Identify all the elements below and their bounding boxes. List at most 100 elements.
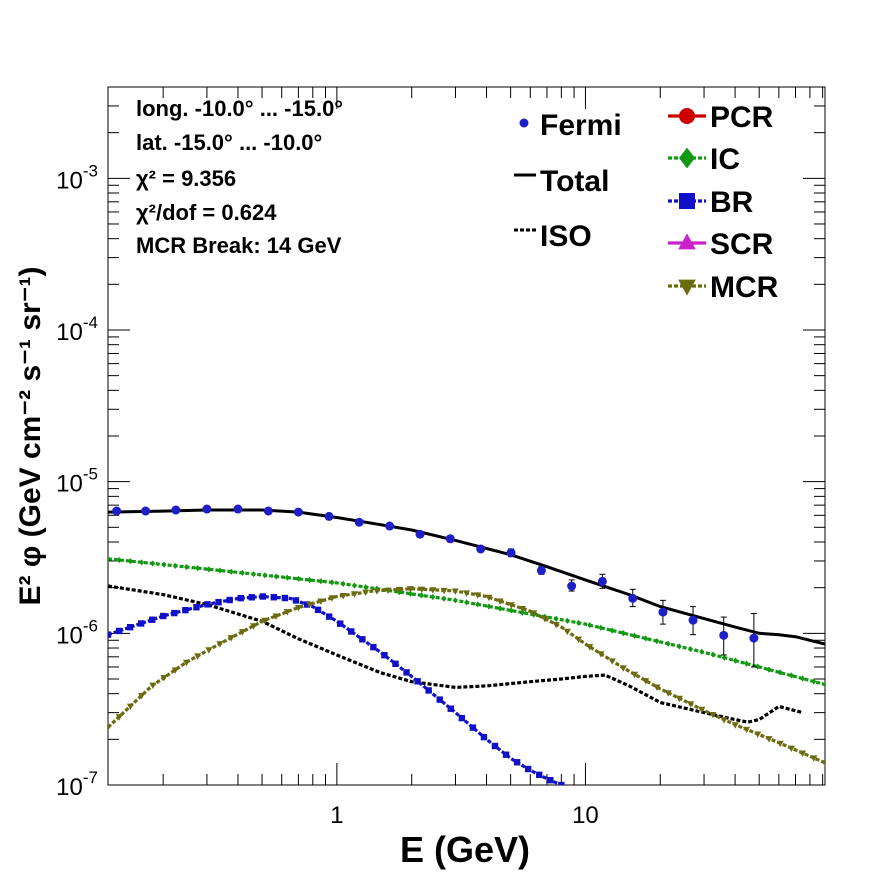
marker-mcr: [250, 623, 258, 630]
marker-ic: [777, 669, 783, 676]
marker-mcr: [138, 692, 146, 700]
fermi-point: [171, 505, 181, 515]
marker-mcr: [194, 653, 202, 660]
marker-br: [458, 714, 466, 722]
marker-ic: [822, 681, 825, 688]
marker-ic: [744, 660, 749, 667]
marker-ic: [811, 678, 817, 685]
marker-mcr: [216, 641, 224, 648]
marker-ic: [172, 562, 178, 569]
legend-label: SCR: [710, 228, 774, 261]
marker-mcr: [664, 690, 672, 697]
marker-ic: [318, 578, 324, 585]
legend-label: Fermi: [540, 109, 622, 142]
marker-ic: [329, 579, 335, 586]
marker-mcr: [339, 592, 347, 600]
marker-mcr: [731, 722, 739, 729]
marker-br: [536, 771, 543, 779]
marker-mcr: [328, 595, 336, 602]
marker-mcr: [350, 591, 358, 598]
marker-br: [248, 594, 255, 601]
marker-ic: [486, 603, 492, 610]
marker-mcr: [205, 647, 213, 654]
curve-iso: [108, 584, 804, 724]
marker-ic: [800, 675, 805, 682]
marker-mcr: [108, 724, 112, 732]
marker-mcr: [171, 667, 179, 674]
marker-br: [204, 601, 211, 608]
marker-mcr: [575, 636, 583, 644]
marker-mcr: [317, 598, 325, 605]
marker-mcr: [799, 750, 807, 757]
marker-ic: [676, 643, 682, 650]
marker-br: [547, 776, 554, 784]
marker-mcr: [518, 605, 527, 613]
marker-ic: [520, 609, 525, 616]
info-longitude: long. -10.0° ... -15.0°: [136, 96, 343, 121]
marker-mcr: [608, 658, 616, 665]
marker-br: [403, 669, 410, 676]
marker-mcr: [406, 586, 415, 593]
marker-ic: [128, 558, 133, 565]
marker-ic: [340, 580, 346, 587]
marker-ic: [139, 559, 145, 566]
marker-mcr: [563, 628, 571, 636]
marker-mcr: [474, 592, 482, 599]
legend-marker-scr: [678, 233, 696, 250]
marker-mcr: [429, 587, 437, 594]
marker-mcr: [395, 586, 403, 594]
marker-br: [126, 623, 134, 631]
fermi-points: [112, 504, 759, 668]
fermi-point: [202, 504, 212, 514]
marker-ic: [609, 627, 615, 634]
fermi-point: [415, 529, 425, 539]
legend: Fermi Total ISO PCR IC BR SCR MCR: [514, 101, 779, 304]
marker-br: [226, 596, 233, 604]
marker-ic: [721, 654, 727, 661]
marker-ic: [452, 597, 458, 604]
marker-mcr: [507, 602, 515, 609]
marker-ic: [408, 590, 413, 597]
marker-ic: [688, 645, 693, 653]
marker-mcr: [687, 701, 695, 708]
marker-br: [558, 781, 565, 785]
marker-mcr: [754, 731, 762, 738]
legend-label: Total: [540, 165, 609, 198]
marker-ic: [564, 617, 570, 624]
marker-ic: [206, 566, 212, 573]
marker-mcr: [765, 736, 773, 743]
marker-br: [215, 598, 222, 606]
fermi-point: [536, 565, 546, 575]
x-tick-label: 1: [330, 802, 343, 829]
marker-ic: [262, 572, 268, 579]
marker-mcr: [306, 601, 314, 609]
marker-br: [137, 620, 145, 627]
fermi-point: [628, 593, 638, 603]
marker-br: [281, 594, 289, 602]
marker-br: [513, 759, 521, 766]
fermi-point: [263, 506, 273, 516]
fermi-point: [233, 504, 243, 514]
marker-ic: [217, 567, 223, 574]
marker-ic: [228, 568, 234, 575]
marker-mcr: [149, 682, 157, 690]
marker-ic: [419, 592, 425, 599]
fermi-point: [506, 548, 516, 558]
marker-mcr: [115, 714, 123, 721]
fermi-point: [354, 517, 364, 527]
marker-ic: [296, 575, 301, 582]
fermi-point: [688, 615, 698, 625]
marker-ic: [755, 663, 761, 670]
marker-br: [314, 606, 322, 614]
legend-marker-mcr: [678, 279, 696, 296]
marker-mcr: [552, 621, 560, 629]
marker-mcr: [743, 726, 751, 734]
marker-br: [108, 631, 112, 638]
fermi-point: [324, 511, 334, 521]
marker-mcr: [384, 587, 392, 594]
marker-mcr: [810, 755, 818, 762]
marker-ic: [576, 619, 581, 626]
fermi-point: [293, 507, 303, 517]
marker-mcr: [597, 651, 605, 658]
